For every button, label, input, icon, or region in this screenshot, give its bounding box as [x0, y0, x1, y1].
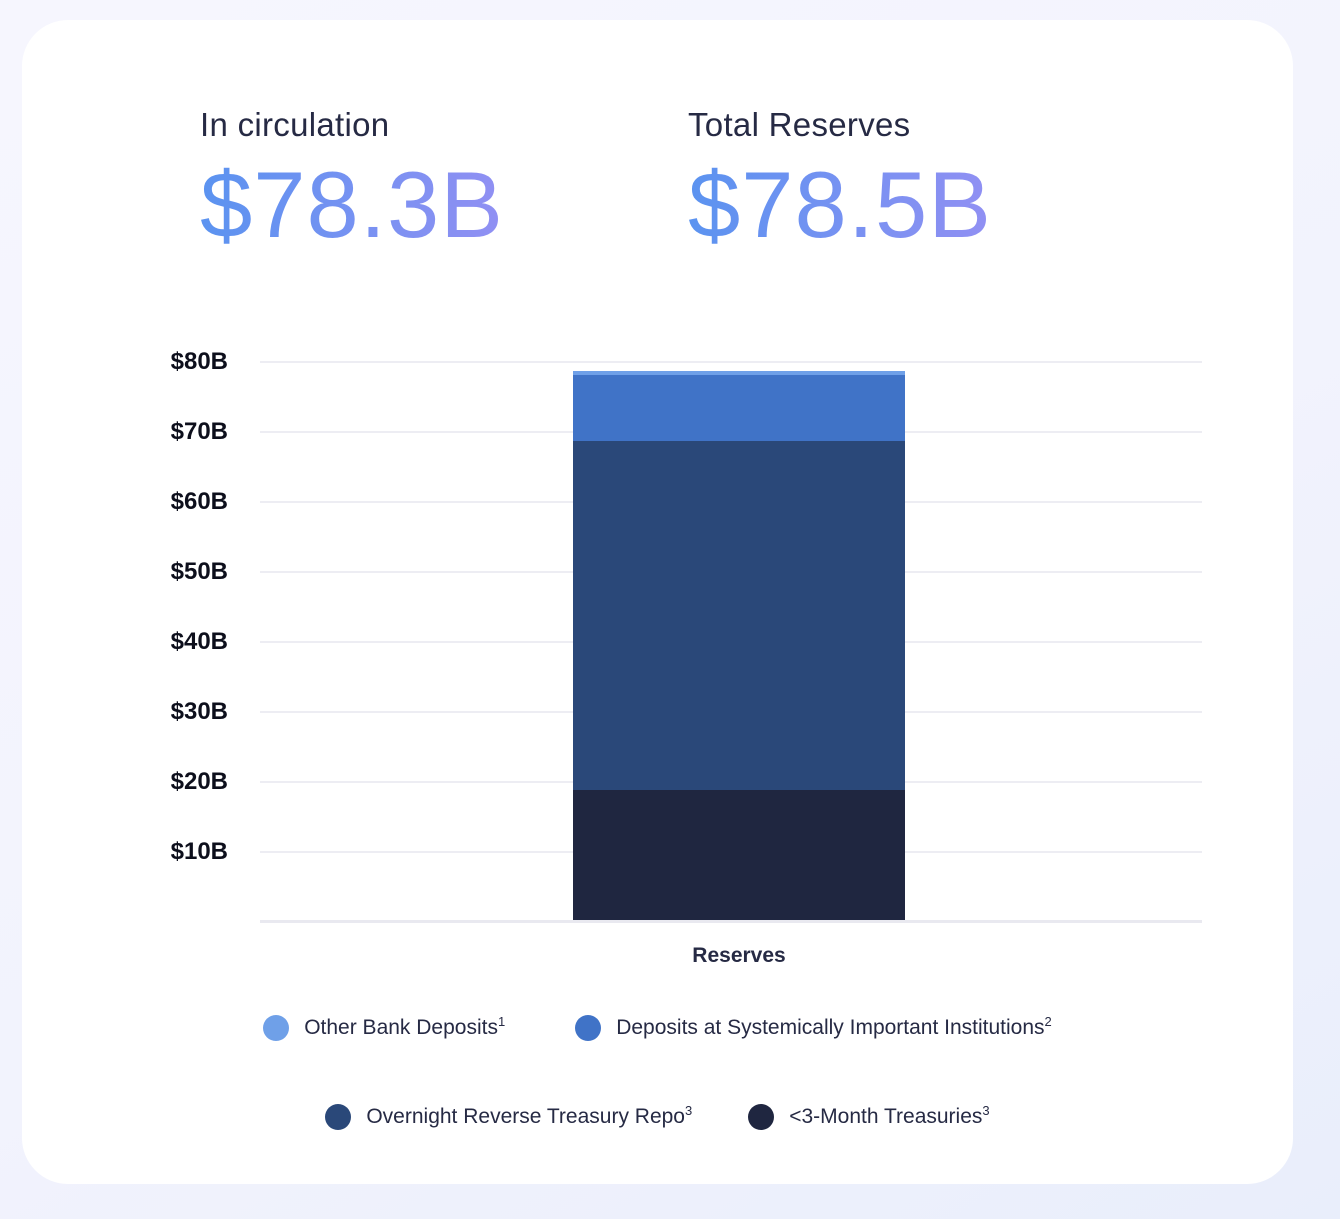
chart-legend-row-2: Overnight Reverse Treasury Repo3 <3-Month…: [22, 1104, 1293, 1130]
y-tick-60b: $60B: [170, 488, 228, 515]
y-tick-80b: $80B: [170, 348, 228, 375]
legend-label-deposits-at-systemically-important-institutions: Deposits at Systemically Important Insti…: [616, 1014, 1052, 1039]
stat-total-reserves-value: $78.5B: [688, 152, 992, 257]
y-tick-30b: $30B: [170, 698, 228, 725]
legend-dot-3-month-treasuries: [748, 1104, 775, 1130]
y-tick-20b: $20B: [170, 768, 228, 795]
gridline-80b: [260, 361, 1202, 363]
legend-item-other-bank-deposits[interactable]: Other Bank Deposits1: [263, 1015, 505, 1041]
stat-in-circulation-value: $78.3B: [200, 152, 504, 257]
x-axis-label: Reserves: [692, 944, 786, 967]
legend-footnote-overnight-reverse-treasury-repo: 3: [684, 1103, 693, 1118]
bar-segment-overnight-reverse-treasury-repo[interactable]: [573, 441, 905, 790]
x-axis-baseline: [260, 920, 1202, 923]
stat-in-circulation-label: In circulation: [200, 106, 390, 143]
reserves-stacked-bar: [573, 370, 905, 920]
legend-item-deposits-at-systemically-important-institutions[interactable]: Deposits at Systemically Important Insti…: [575, 1015, 1052, 1041]
y-tick-40b: $40B: [170, 628, 228, 655]
legend-dot-overnight-reverse-treasury-repo: [325, 1104, 352, 1130]
legend-footnote-other-bank-deposits: 1: [497, 1014, 506, 1029]
legend-item-overnight-reverse-treasury-repo[interactable]: Overnight Reverse Treasury Repo3: [325, 1104, 692, 1130]
stat-in-circulation: In circulation $78.3B: [200, 106, 504, 252]
chart-legend-row-1: Other Bank Deposits1 Deposits at Systemic…: [22, 1015, 1293, 1041]
y-tick-70b: $70B: [170, 418, 228, 445]
legend-footnote-3-month-treasuries: 3: [982, 1103, 990, 1118]
legend-label-3-month-treasuries: <3-Month Treasuries3: [789, 1103, 990, 1128]
stat-total-reserves-label: Total Reserves: [688, 106, 911, 143]
y-axis-tick-labels: $10B $20B $30B $40B $50B $60B $70B $80B: [22, 348, 228, 922]
legend-label-other-bank-deposits: Other Bank Deposits1: [304, 1014, 506, 1039]
y-tick-50b: $50B: [170, 558, 228, 585]
bar-segment-3-month-treasuries[interactable]: [573, 789, 905, 920]
bar-segment-deposits-at-systemically-important-institutions[interactable]: [573, 374, 905, 442]
legend-dot-deposits-at-systemically-important-institutions: [575, 1015, 602, 1041]
legend-footnote-deposits-at-systemically-important-institutions: 2: [1044, 1014, 1052, 1029]
legend-item-3-month-treasuries[interactable]: <3-Month Treasuries3: [748, 1103, 990, 1130]
bar-segment-other-bank-deposits[interactable]: [573, 370, 905, 375]
reserves-card: In circulation $78.3B Total Reserves $78…: [22, 20, 1293, 1184]
y-tick-10b: $10B: [170, 838, 228, 865]
plot-area: [260, 361, 1202, 923]
legend-dot-other-bank-deposits: [263, 1015, 290, 1041]
legend-label-overnight-reverse-treasury-repo: Overnight Reverse Treasury Repo3: [366, 1103, 693, 1128]
stat-total-reserves: Total Reserves $78.5B: [688, 106, 992, 252]
